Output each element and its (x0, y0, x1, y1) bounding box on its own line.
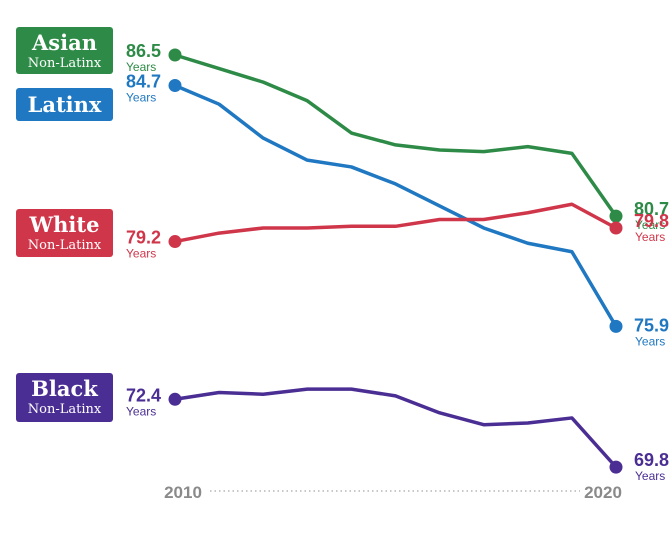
start-unit-black: Years (126, 404, 156, 418)
series-label-name-black: Black (31, 376, 98, 401)
end-unit-latinx: Years (635, 334, 665, 348)
series-label-subname-asian: Non-Latinx (28, 56, 102, 71)
series-line-latinx (173, 83, 618, 329)
end-point-asian (609, 209, 623, 223)
series-label-name-white: White (29, 212, 100, 237)
start-unit-asian: Years (126, 60, 156, 74)
end-value-white: 79.8 (634, 211, 669, 231)
x-tick-label-2020: 2020 (584, 483, 622, 502)
start-value-asian: 86.5 (126, 41, 161, 61)
end-unit-black: Years (635, 469, 665, 483)
series-line-white (173, 202, 618, 244)
series-line-asian (173, 53, 618, 218)
end-point-white (609, 221, 623, 235)
start-value-white: 79.2 (126, 228, 161, 248)
end-value-latinx: 75.9 (634, 315, 669, 335)
end-unit-asian: Years (635, 218, 665, 232)
series-label-box-black (16, 373, 113, 422)
series-label-box-latinx (16, 88, 113, 121)
series-line-black (173, 387, 618, 469)
series-label-box-asian (16, 27, 113, 74)
start-point-latinx (168, 79, 182, 93)
start-unit-white: Years (126, 247, 156, 261)
end-value-black: 69.8 (634, 450, 669, 470)
series-label-subname-white: Non-Latinx (28, 238, 102, 253)
end-unit-white: Years (635, 230, 665, 244)
end-value-asian: 80.7 (634, 199, 669, 219)
start-unit-latinx: Years (126, 91, 156, 105)
end-point-black (609, 460, 623, 474)
start-point-asian (168, 48, 182, 62)
series-label-name-latinx: Latinx (28, 92, 102, 117)
start-point-white (168, 235, 182, 249)
end-point-latinx (609, 319, 623, 333)
series-label-name-asian: Asian (31, 30, 97, 55)
series-label-subname-black: Non-Latinx (28, 402, 102, 417)
start-value-latinx: 84.7 (126, 72, 161, 92)
series-layer: 86.5Years80.7YearsAsianNon-Latinx84.7Yea… (16, 27, 669, 483)
start-point-black (168, 392, 182, 406)
x-tick-label-2010: 2010 (164, 483, 202, 502)
series-label-box-white (16, 209, 113, 257)
start-value-black: 72.4 (126, 385, 161, 405)
